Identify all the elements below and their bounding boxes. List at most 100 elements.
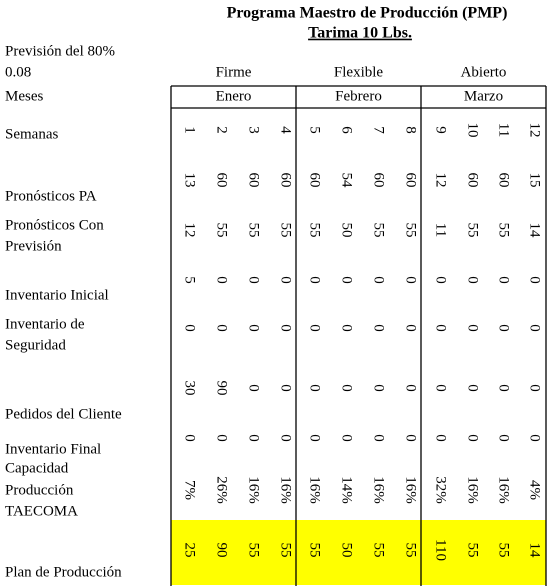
cell: 26%	[214, 476, 230, 504]
cell: 0	[496, 434, 512, 442]
cell: 9	[433, 126, 449, 134]
row-label: Seguridad	[5, 337, 66, 353]
cell: 55	[214, 223, 230, 238]
cell: 0	[371, 434, 387, 442]
cell: 3	[246, 126, 262, 134]
cell: 0	[214, 324, 230, 332]
month: Marzo	[464, 88, 503, 104]
cell: 4	[278, 126, 294, 134]
cell: 25	[182, 543, 198, 558]
cell: 0	[403, 276, 419, 284]
forecast-value: 0.08	[5, 64, 31, 80]
cell: 0	[182, 324, 198, 332]
cell: 0	[403, 324, 419, 332]
cell: 0	[307, 276, 323, 284]
cell: 0	[307, 384, 323, 392]
cell: 0	[433, 276, 449, 284]
cell: 0	[433, 434, 449, 442]
months-label: Meses	[5, 88, 43, 104]
cell: 0	[527, 324, 543, 332]
cell: 0	[371, 384, 387, 392]
cell: 16%	[496, 476, 512, 504]
cell: 13	[182, 173, 198, 188]
cell: 0	[307, 434, 323, 442]
subtitle: Tarima 10 Lbs.	[308, 25, 412, 42]
cell: 7	[371, 126, 387, 134]
cell: 0	[339, 384, 355, 392]
cell: 0	[182, 434, 198, 442]
cell: 12	[182, 223, 198, 238]
row-label: Producción	[5, 482, 74, 498]
cell: 16%	[307, 476, 323, 504]
highlight	[171, 520, 546, 585]
cell: 55	[278, 223, 294, 238]
group-name: Abierto	[461, 64, 507, 80]
cell: 5	[307, 126, 323, 134]
cell: 12	[433, 173, 449, 188]
cell: 60	[465, 173, 481, 188]
forecast-label: Previsión del 80%	[5, 43, 115, 59]
cell: 0	[527, 276, 543, 284]
row-label: TAECOMA	[5, 503, 78, 519]
cell: 12	[527, 123, 543, 138]
cell: 0	[339, 434, 355, 442]
cell: 16%	[371, 476, 387, 504]
cell: 0	[527, 434, 543, 442]
cell: 6	[339, 126, 355, 134]
cell: 0	[465, 434, 481, 442]
cell: 55	[465, 543, 481, 558]
cell: 1	[182, 126, 198, 134]
cell: 55	[496, 543, 512, 558]
cell: 60	[278, 173, 294, 188]
title: Programa Maestro de Producción (PMP)	[227, 5, 508, 22]
cell: 5	[182, 276, 198, 284]
cell: 0	[246, 384, 262, 392]
cell: 0	[214, 276, 230, 284]
month: Enero	[216, 88, 252, 104]
row-label: Pronósticos Con	[5, 217, 104, 233]
cell: 0	[214, 434, 230, 442]
cell: 0	[278, 324, 294, 332]
cell: 0	[433, 324, 449, 332]
cell: 16%	[246, 476, 262, 504]
cell: 60	[403, 173, 419, 188]
cell: 11	[433, 223, 449, 237]
row-label: Capacidad	[5, 460, 69, 476]
group-name: Flexible	[334, 64, 384, 80]
cell: 110	[433, 539, 449, 561]
cell: 0	[371, 324, 387, 332]
cell: 0	[371, 276, 387, 284]
cell: 0	[339, 324, 355, 332]
row-label: Pedidos del Cliente	[5, 406, 122, 422]
cell: 4%	[527, 480, 543, 500]
cell: 55	[465, 223, 481, 238]
cell: 0	[496, 324, 512, 332]
cell: 55	[371, 223, 387, 238]
cell: 55	[307, 543, 323, 558]
cell: 60	[307, 173, 323, 188]
cell: 0	[496, 384, 512, 392]
cell: 55	[246, 223, 262, 238]
cell: 16%	[403, 476, 419, 504]
cell: 55	[307, 223, 323, 238]
cell: 16%	[465, 476, 481, 504]
cell: 0	[278, 276, 294, 284]
cell: 54	[339, 173, 355, 189]
cell: 0	[465, 324, 481, 332]
row-label: Pronósticos PA	[5, 188, 97, 204]
cell: 14	[527, 543, 543, 559]
row-label: Inventario Final	[5, 441, 101, 457]
cell: 0	[527, 384, 543, 392]
cell: 0	[246, 276, 262, 284]
cell: 32%	[433, 476, 449, 504]
cell: 60	[371, 173, 387, 188]
cell: 14%	[339, 476, 355, 504]
cell: 0	[307, 324, 323, 332]
row-label: Previsión	[5, 238, 62, 254]
cell: 0	[278, 384, 294, 392]
cell: 0	[278, 434, 294, 442]
cell: 60	[246, 173, 262, 188]
cell: 55	[278, 543, 294, 558]
group-name: Firme	[216, 64, 252, 80]
